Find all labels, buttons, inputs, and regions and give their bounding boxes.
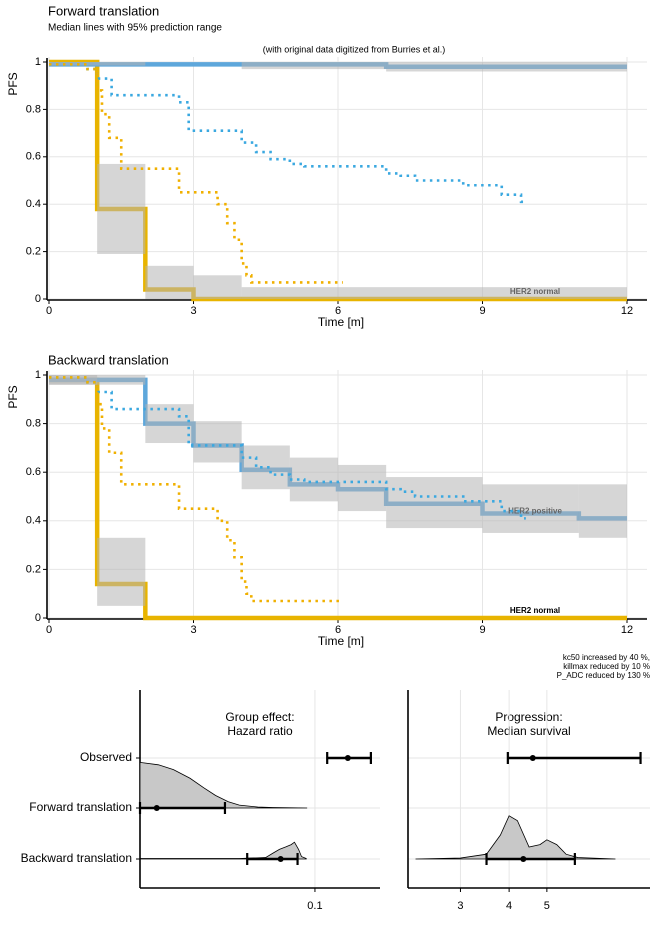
observed-line <box>49 63 343 284</box>
chart-subtitle: Median lines with 95% prediction range <box>48 23 222 34</box>
prediction-band <box>386 62 627 72</box>
prediction-band <box>145 265 194 299</box>
prediction-band <box>49 375 146 385</box>
annotation: (with original data digitized from Burri… <box>263 44 446 54</box>
x-axis-title: Time [m] <box>318 315 364 329</box>
note: kc50 increased by 40 %, <box>563 653 650 662</box>
prediction-band <box>241 287 627 299</box>
y-axis-title: PFS <box>6 385 20 408</box>
observed-line <box>49 376 526 520</box>
chart-title: Hazard ratio <box>227 724 293 738</box>
prediction-band <box>482 484 579 533</box>
y-axis-title: PFS <box>6 72 20 95</box>
x-axis-title: Time [m] <box>318 634 364 648</box>
point <box>344 755 351 761</box>
x-tick-label: 12 <box>621 305 633 317</box>
y-tick-label: 0.4 <box>26 198 41 210</box>
x-tick-label: 9 <box>479 305 485 317</box>
x-tick-label: 3 <box>190 305 196 317</box>
prediction-band <box>338 464 387 512</box>
chart-title: Group effect: <box>225 710 294 724</box>
x-tick-label: 3 <box>190 624 196 636</box>
y-tick-label: 0.6 <box>26 466 41 478</box>
y-tick-label: 0.6 <box>26 151 41 163</box>
prediction-band <box>578 484 627 538</box>
x-tick-label: 0 <box>46 624 52 636</box>
point <box>520 856 527 862</box>
density <box>139 761 308 809</box>
prediction-band <box>241 445 290 490</box>
point <box>529 755 536 761</box>
y-tick-label: 0.8 <box>26 418 41 430</box>
prediction-band <box>49 62 146 66</box>
x-tick-label: 9 <box>479 624 485 636</box>
x-tick-label: 5 <box>544 900 550 912</box>
x-tick-label: 6 <box>335 305 341 317</box>
note: killmax reduced by 10 % <box>563 662 650 671</box>
x-tick-label: 12 <box>621 624 633 636</box>
point <box>153 805 160 811</box>
observed-line <box>49 63 526 204</box>
density <box>139 841 307 860</box>
line-label: HER2 normal <box>510 606 560 615</box>
chart-title: Median survival <box>487 724 570 738</box>
y-tick-label: 0.8 <box>26 103 41 115</box>
prediction-band <box>145 404 194 444</box>
category-label: Observed <box>80 750 132 764</box>
prediction-band <box>97 537 146 606</box>
x-tick-label: 4 <box>506 900 512 912</box>
y-tick-label: 0 <box>35 293 41 305</box>
y-tick-label: 0.4 <box>26 515 41 527</box>
y-tick-label: 0.2 <box>26 563 41 575</box>
chart-title: Backward translation <box>48 352 169 367</box>
y-tick-label: 1 <box>35 369 41 381</box>
prediction-band <box>193 275 242 299</box>
prediction-band <box>241 62 387 70</box>
x-tick-label: 6 <box>335 624 341 636</box>
chart-title: Progression: <box>495 710 562 724</box>
y-tick-label: 1 <box>35 56 41 68</box>
observed-line <box>49 376 343 603</box>
density <box>415 815 616 860</box>
x-tick-label: 0.1 <box>307 900 322 912</box>
point <box>277 856 284 862</box>
chart-title: Forward translation <box>48 3 159 18</box>
prediction-band <box>386 477 483 529</box>
category-label: Forward translation <box>29 800 132 814</box>
x-tick-label: 3 <box>457 900 463 912</box>
prediction-band <box>193 421 242 463</box>
y-tick-label: 0 <box>35 612 41 624</box>
note: P_ADC reduced by 130 % <box>557 671 650 680</box>
prediction-band <box>97 163 146 254</box>
category-label: Backward translation <box>21 851 132 865</box>
x-tick-label: 0 <box>46 305 52 317</box>
y-tick-label: 0.2 <box>26 246 41 258</box>
